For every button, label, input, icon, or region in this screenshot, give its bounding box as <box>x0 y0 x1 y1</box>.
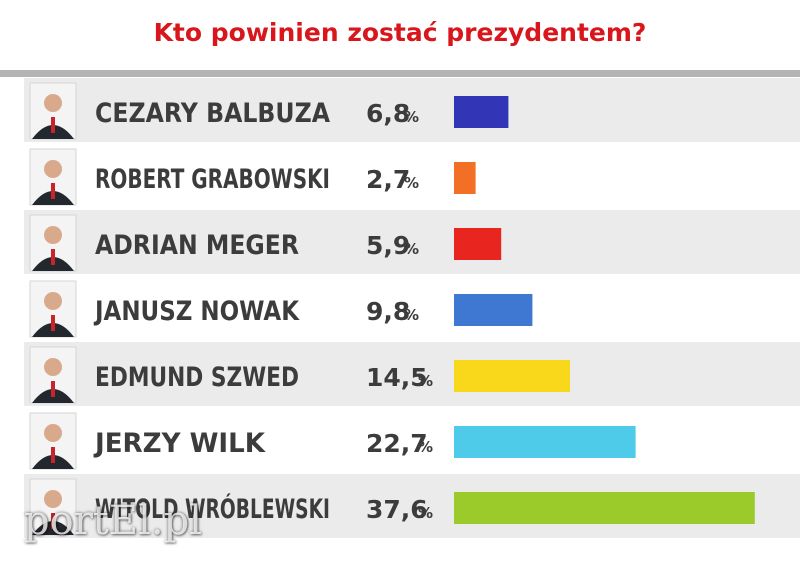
value-unit: % <box>404 174 419 192</box>
avatar-tie <box>51 513 55 529</box>
value-unit: % <box>404 306 419 324</box>
candidate-avatar <box>29 412 77 470</box>
candidate-name: JERZY WILK <box>93 428 266 459</box>
candidate-name: CEZARY BALBUZA <box>95 98 330 129</box>
avatar-head <box>44 292 62 310</box>
value-unit: % <box>404 240 419 258</box>
value-label: 37,6 <box>366 495 428 524</box>
title-divider <box>0 70 800 77</box>
bar <box>454 426 636 458</box>
bar <box>454 492 755 524</box>
value-label: 14,5 <box>366 363 428 392</box>
avatar-tie <box>51 447 55 463</box>
value-label: 2,7 <box>366 165 410 194</box>
value-label: 9,8 <box>366 297 410 326</box>
value-unit: % <box>418 504 433 522</box>
candidate-avatar <box>29 148 77 206</box>
avatar-tie <box>51 249 55 265</box>
candidate-name: ADRIAN MEGER <box>95 230 299 261</box>
row-stripe <box>24 408 800 472</box>
avatar-tie <box>51 117 55 133</box>
row-stripe <box>24 276 800 340</box>
watermark-logo: portEl.pl <box>24 498 202 544</box>
row-stripe <box>24 144 800 208</box>
value-label: 22,7 <box>366 429 428 458</box>
candidate-name: ROBERT GRABOWSKI <box>95 164 330 195</box>
value-unit: % <box>404 108 419 126</box>
bar <box>454 162 476 194</box>
value-label: 6,8 <box>366 99 410 128</box>
row-stripe <box>24 342 800 406</box>
value-unit: % <box>418 438 433 456</box>
avatar-head <box>44 94 62 112</box>
bar-chart: CEZARY BALBUZA 6,8% ROBERT GRABOWSKI 2,7% AD… <box>24 78 800 538</box>
avatar-head <box>44 490 62 508</box>
avatar-head <box>44 424 62 442</box>
row-stripe <box>24 78 800 142</box>
avatar-head <box>44 226 62 244</box>
candidate-avatar <box>29 478 77 536</box>
value-unit: % <box>418 372 433 390</box>
candidate-avatar <box>29 82 77 140</box>
value-label: 5,9 <box>366 231 410 260</box>
avatar-tie <box>51 381 55 397</box>
candidate-avatar <box>29 280 77 338</box>
avatar-head <box>44 160 62 178</box>
chart-title: Kto powinien zostać prezydentem? <box>153 18 647 47</box>
candidate-name: JANUSZ NOWAK <box>93 296 300 327</box>
row-stripe <box>24 210 800 274</box>
bar <box>454 294 533 326</box>
bar <box>454 96 509 128</box>
candidate-name: WITOLD WRÓBLEWSKI <box>95 493 330 525</box>
avatar-tie <box>51 183 55 199</box>
avatar-tie <box>51 315 55 331</box>
candidate-avatar <box>29 346 77 404</box>
bar <box>454 228 502 260</box>
candidate-avatar <box>29 214 77 272</box>
candidate-name: EDMUND SZWED <box>95 362 299 393</box>
bar <box>454 360 570 392</box>
avatar-head <box>44 358 62 376</box>
